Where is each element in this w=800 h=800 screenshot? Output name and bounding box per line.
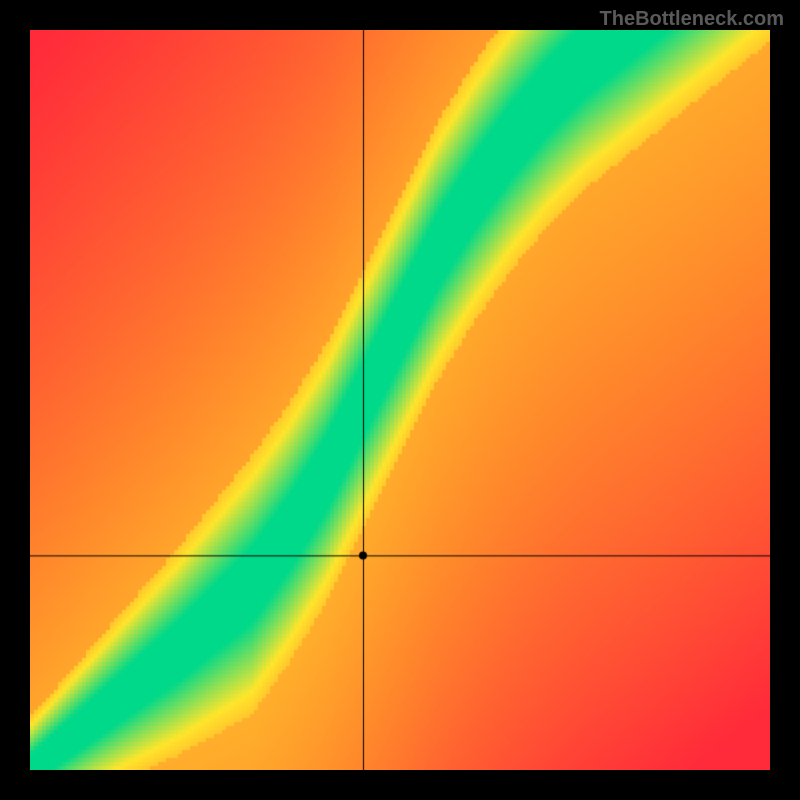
watermark-text: TheBottleneck.com	[600, 8, 784, 31]
heatmap-chart	[30, 30, 770, 770]
heatmap-canvas	[30, 30, 770, 770]
